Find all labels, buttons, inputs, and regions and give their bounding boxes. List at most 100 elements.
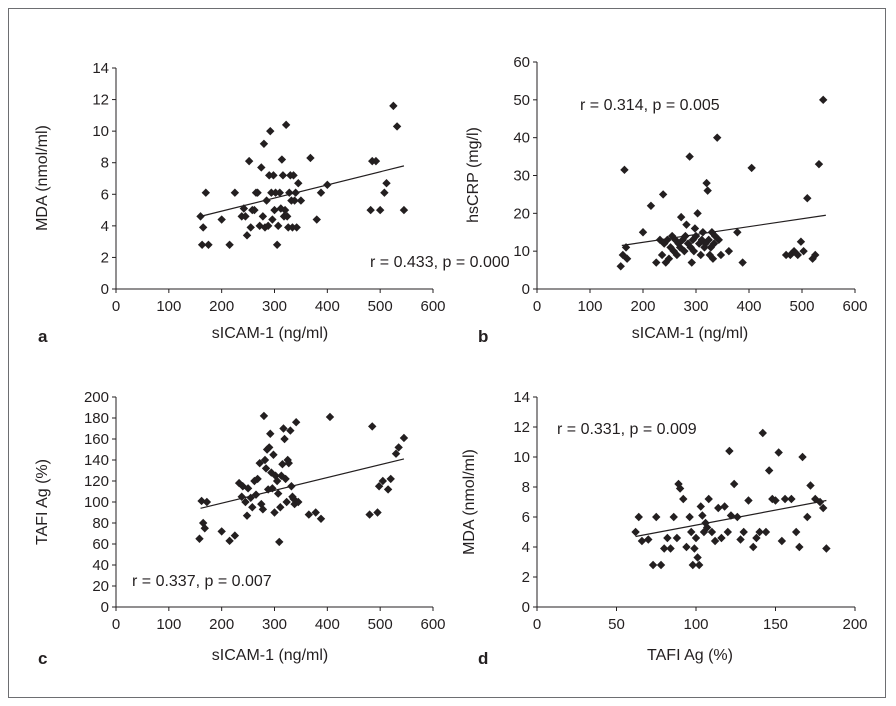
panel-b-data-point (620, 165, 629, 175)
panel-c-data-point (276, 503, 285, 512)
panel-d-data-point (752, 533, 761, 543)
panel-c-data-point (374, 482, 384, 491)
panel-d-data-point (704, 494, 713, 504)
panel-c-data-point (265, 443, 274, 452)
panel-a-data-point (271, 188, 280, 197)
panel-c-data-point (287, 482, 296, 491)
panel-b-y-tick-label: 20 (513, 205, 530, 222)
panel-a-y-tick-label: 14 (92, 60, 109, 77)
panel-b-data-point (724, 246, 734, 256)
panel-d-data-point (714, 503, 723, 513)
panel-a-y-tick-label: 10 (92, 123, 109, 140)
panel-c-y-tick-label: 120 (84, 473, 109, 490)
panel-a-y-tick-label: 2 (101, 249, 109, 266)
panel-b-x-tick-label: 100 (577, 298, 602, 315)
panel-b-x-tick-label: 400 (736, 298, 761, 315)
panel-a-data-point (282, 212, 292, 221)
panel-b-data-point (793, 250, 802, 260)
panel-c-trendline (200, 458, 405, 509)
panel-a-data-point (268, 215, 277, 224)
panel-d-data-point (694, 560, 704, 570)
panel-a-trendline (200, 165, 405, 217)
panel-d-letter: d (478, 649, 488, 668)
panel-a-data-point (294, 179, 303, 188)
panel-d-data-point (634, 512, 643, 522)
panel-d-x-tick-label: 200 (842, 616, 867, 633)
panel-c-data-point (243, 484, 253, 493)
panel-b-data-point (616, 262, 625, 271)
panel-c-data-point (386, 474, 395, 484)
panel-b-data-point (700, 243, 709, 252)
panel-c-data-point (202, 497, 212, 507)
panel-b-trendline (621, 214, 826, 247)
panel-d-data-point (720, 502, 729, 511)
panel-a-y-tick-label: 8 (101, 155, 109, 172)
panel-a-data-point (198, 223, 208, 232)
panel-b-data-point (646, 201, 656, 210)
panel-a-data-point (270, 205, 279, 215)
panel-b-data-point (808, 254, 817, 263)
panel-d-data-point (787, 494, 796, 504)
panel-d-data-point (660, 544, 669, 553)
panel-c-y-tick-label: 80 (92, 515, 109, 532)
panel-c-data-point (282, 497, 291, 507)
panel-c-stats-annotation: r = 0.337, p = 0.007 (132, 573, 272, 590)
panel-b-data-point (713, 133, 722, 142)
panel-a-data-point (204, 240, 213, 249)
panel-a-data-point (323, 180, 332, 190)
panel-a-data-point (263, 221, 273, 231)
panel-a-data-point (197, 240, 207, 249)
panel-a-data-point (312, 215, 321, 224)
panel-b-data-point (687, 258, 696, 267)
panel-b-data-point (690, 224, 700, 233)
panel-b-data-point (686, 243, 695, 252)
panel-d-y-tick-label: 14 (513, 389, 530, 406)
panel-d-data-point (710, 536, 720, 546)
panel-d-data-point (791, 527, 801, 537)
panel-b-data-point (688, 235, 698, 245)
panel-c-data-point (304, 510, 314, 519)
panel-b-x-tick-label: 200 (630, 298, 655, 315)
panel-c-y-tick-label: 200 (84, 389, 109, 406)
panel-b-data-point (796, 237, 806, 246)
panel-d-x-tick-label: 100 (683, 616, 708, 633)
panel-b-data-point (658, 190, 668, 199)
panel-b-data-point (708, 254, 718, 263)
panel-a-data-point (241, 212, 250, 221)
panel-d-data-point (803, 512, 812, 522)
panel-c-y-tick-label: 0 (101, 599, 109, 616)
panel-d-data-point (698, 511, 707, 520)
panel-c-x-tick-label: 100 (156, 616, 181, 633)
panel-d-data-point (758, 428, 767, 438)
panel-c-data-point (280, 434, 289, 444)
panel-a-data-point (217, 215, 226, 224)
panel-c-data-point (197, 496, 206, 506)
panel-a-data-point (275, 188, 284, 197)
panel-c-data-point (248, 503, 257, 512)
panel-d-x-tick-label: 50 (608, 616, 625, 633)
panel-a-data-point (285, 188, 294, 197)
panel-a-data-point (244, 156, 254, 166)
panel-d-data-point (702, 523, 712, 532)
panel-d-data-point (656, 560, 666, 570)
panel-a-data-point (265, 171, 274, 180)
panel-c-x-tick-label: 400 (315, 616, 340, 633)
panel-a-y-tick-label: 4 (101, 218, 109, 235)
panel-a-data-point (288, 223, 297, 232)
panel-a-data-point (278, 171, 288, 180)
panel-a-data-point (259, 139, 269, 148)
panel-b-data-point (710, 231, 720, 241)
panel-a-data-point (375, 205, 385, 215)
panel-b-data-point (733, 228, 742, 237)
panel-c-data-point (275, 537, 284, 547)
panel-b-letter: b (478, 327, 488, 346)
panel-a-data-point (246, 223, 255, 232)
panel-a-data-point (262, 196, 271, 205)
panel-d-y-tick-label: 2 (522, 569, 530, 586)
panel-d-data-point (644, 535, 653, 544)
panel-b-data-point (672, 250, 682, 260)
panel-a-data-point (316, 188, 326, 197)
panel-a-data-point (289, 171, 298, 180)
panel-a-data-point (366, 205, 375, 215)
panel-b-data-point (698, 228, 708, 237)
